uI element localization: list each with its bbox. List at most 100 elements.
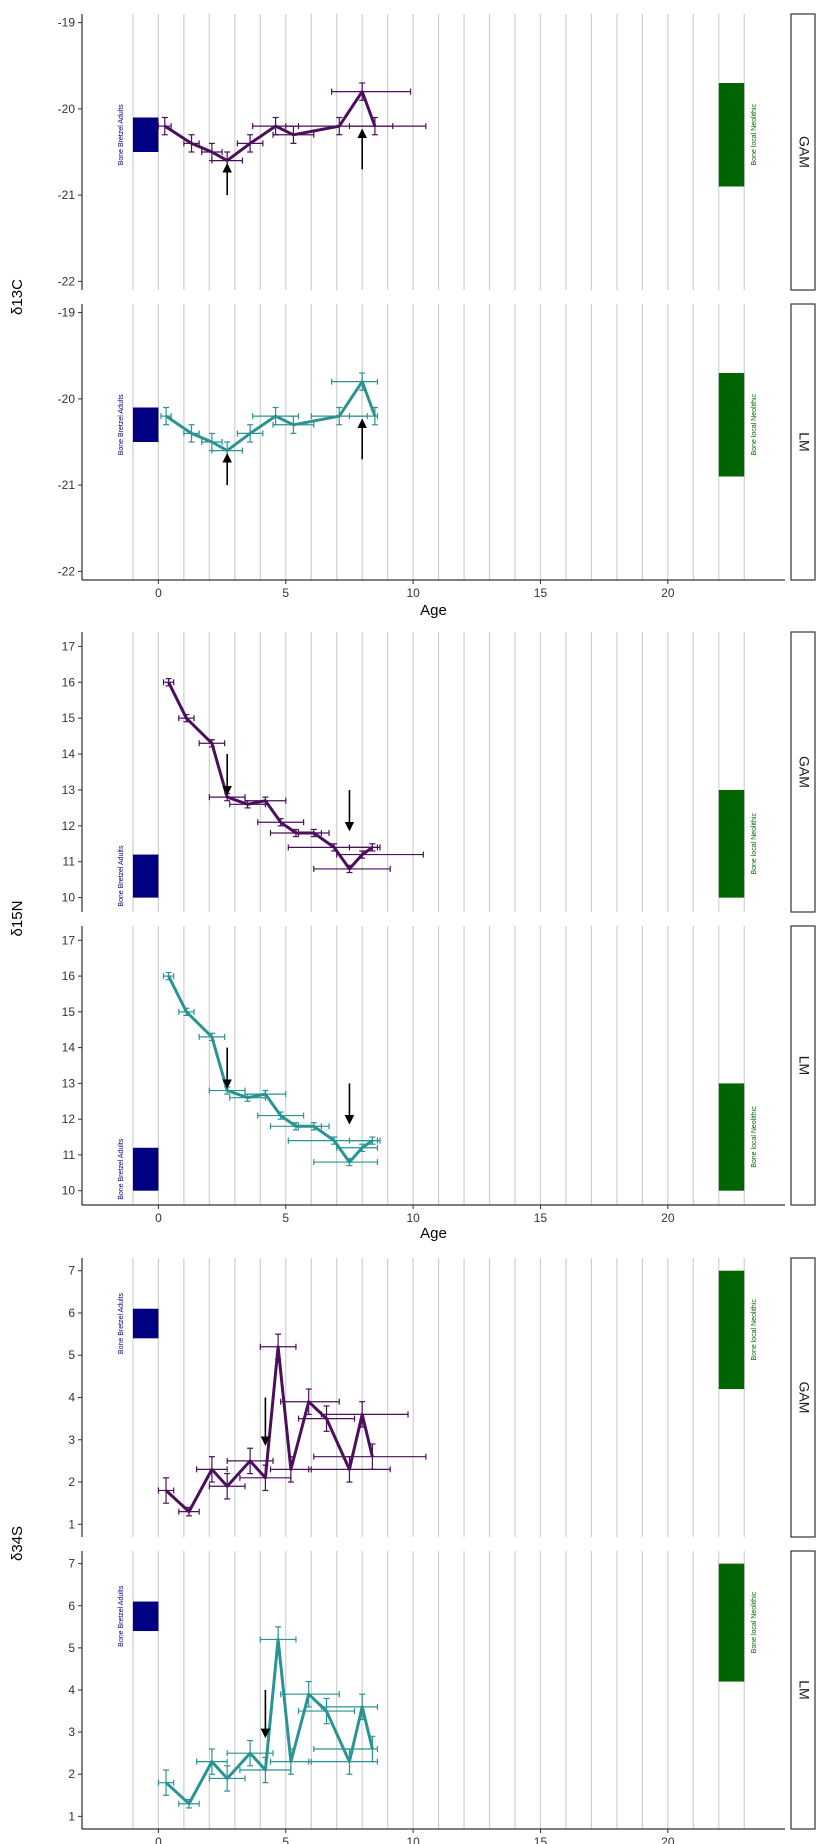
y-tick-label: -21 — [58, 478, 76, 492]
x-tick-label: 10 — [406, 1211, 420, 1225]
ref-bar-local-neolithic — [718, 373, 745, 477]
ref-label-local-neolithic: Bone local Neolithic — [751, 813, 758, 875]
y-tick-label: -20 — [58, 392, 76, 406]
y-axis-title: δ15N — [9, 901, 26, 937]
facet-panel-lm: Bone Bretzel Adults Bone local Neolithic 0… — [68, 1550, 816, 1844]
facet-panel-lm: Bone Bretzel Adults Bone local Neolithic 0… — [58, 303, 816, 600]
y-tick-label: 3 — [68, 1725, 75, 1739]
y-tick-label: -22 — [58, 564, 76, 578]
ref-label-bretzel-adults: Bone Bretzel Adults — [118, 1138, 125, 1200]
facet-strip-label: GAM — [796, 756, 812, 788]
facet-strip-label: LM — [796, 1056, 812, 1075]
ref-label-bretzel-adults: Bone Bretzel Adults — [118, 104, 125, 166]
x-tick-label: 0 — [155, 1211, 162, 1225]
y-tick-label: -20 — [58, 102, 76, 116]
y-tick-label: 4 — [68, 1391, 75, 1405]
x-tick-label: 20 — [661, 1835, 675, 1844]
facet-panel-gam: Bone Bretzel Adults Bone local Neolithic 1… — [62, 631, 816, 913]
ref-label-local-neolithic: Bone local Neolithic — [751, 1106, 758, 1168]
y-tick-label: 16 — [62, 675, 76, 689]
y-tick-label: 17 — [62, 639, 76, 653]
ref-bar-local-neolithic — [718, 1563, 745, 1682]
series-line-gam — [165, 1345, 374, 1514]
y-tick-label: 3 — [68, 1433, 75, 1447]
x-tick-label: 5 — [282, 1835, 289, 1844]
y-tick-label: 6 — [68, 1599, 75, 1613]
facet-panel-gam: Bone Bretzel Adults Bone local Neolithic 1… — [68, 1257, 816, 1538]
y-tick-label: 14 — [62, 1041, 76, 1055]
x-tick-label: 10 — [406, 586, 420, 600]
series-line-lm — [167, 975, 374, 1164]
y-tick-label: -19 — [58, 16, 76, 30]
y-tick-label: 11 — [63, 1148, 76, 1162]
y-axis-title: δ13C — [9, 279, 26, 315]
ref-bar-local-neolithic — [718, 83, 745, 187]
y-tick-label: 11 — [63, 855, 76, 869]
facet-strip-label: LM — [796, 1680, 812, 1699]
chart-group-2: Bone Bretzel Adults Bone local Neolithic 1… — [9, 631, 816, 1242]
y-axis-title: δ34S — [9, 1526, 26, 1561]
y-tick-label: 13 — [62, 783, 76, 797]
y-tick-label: 7 — [68, 1264, 75, 1278]
y-tick-label: 17 — [62, 933, 76, 947]
ref-label-local-neolithic: Bone local Neolithic — [751, 394, 758, 456]
x-axis-title: Age — [420, 1225, 447, 1242]
facet-strip — [790, 631, 816, 913]
facet-panel-gam: Bone Bretzel Adults Bone local Neolithic -… — [58, 13, 816, 291]
y-tick-label: 14 — [62, 747, 76, 761]
series-line-gam — [167, 681, 374, 871]
y-tick-label: 10 — [62, 891, 76, 905]
y-tick-label: 12 — [62, 1112, 76, 1126]
facet-strip-label: GAM — [796, 1382, 812, 1414]
y-tick-label: 15 — [62, 711, 76, 725]
ref-label-bretzel-adults: Bone Bretzel Adults — [118, 845, 125, 907]
y-tick-label: 2 — [68, 1475, 75, 1489]
facet-strip — [790, 1550, 816, 1830]
y-tick-label: 2 — [68, 1767, 75, 1781]
ref-bar-bretzel-adults — [132, 854, 159, 898]
x-tick-label: 0 — [155, 586, 162, 600]
x-tick-label: 15 — [534, 1211, 548, 1225]
ref-bar-bretzel-adults — [132, 1147, 159, 1191]
x-tick-label: 0 — [155, 1835, 162, 1844]
y-tick-label: 4 — [68, 1683, 75, 1697]
ref-bar-local-neolithic — [718, 1270, 745, 1390]
x-tick-label: 20 — [661, 1211, 675, 1225]
x-tick-label: 15 — [534, 586, 548, 600]
series-line-gam — [163, 90, 377, 163]
ref-bar-bretzel-adults — [132, 1308, 159, 1339]
x-tick-label: 5 — [282, 1211, 289, 1225]
y-tick-label: 1 — [68, 1517, 75, 1531]
x-tick-label: 20 — [661, 586, 675, 600]
chart-group-3: Bone Bretzel Adults Bone local Neolithic 1… — [9, 1257, 816, 1844]
ref-label-bretzel-adults: Bone Bretzel Adults — [118, 1292, 125, 1354]
ref-bar-bretzel-adults — [132, 1601, 159, 1632]
ref-label-local-neolithic: Bone local Neolithic — [751, 1591, 758, 1653]
x-tick-label: 15 — [534, 1835, 548, 1844]
ref-label-local-neolithic: Bone local Neolithic — [751, 1299, 758, 1361]
facet-strip — [790, 303, 816, 581]
y-tick-label: 16 — [62, 969, 76, 983]
series-line-lm — [165, 1638, 374, 1806]
facet-strip — [790, 13, 816, 291]
ref-bar-local-neolithic — [718, 1083, 745, 1191]
facet-strip-label: LM — [796, 432, 812, 451]
y-tick-label: 7 — [68, 1557, 75, 1571]
series-line-lm — [165, 380, 377, 453]
chart-group-1: Bone Bretzel Adults Bone local Neolithic -… — [9, 13, 816, 619]
y-tick-label: 13 — [62, 1076, 76, 1090]
y-tick-label: -22 — [58, 274, 76, 288]
y-tick-label: 1 — [68, 1809, 75, 1823]
ref-bar-local-neolithic — [718, 789, 745, 898]
ref-label-local-neolithic: Bone local Neolithic — [751, 104, 758, 166]
y-tick-label: -19 — [58, 306, 76, 320]
x-axis-title: Age — [420, 602, 447, 619]
y-tick-label: 10 — [62, 1184, 76, 1198]
y-tick-label: -21 — [58, 188, 76, 202]
facet-strip — [790, 925, 816, 1206]
ref-bar-bretzel-adults — [132, 117, 159, 152]
ref-label-bretzel-adults: Bone Bretzel Adults — [118, 394, 125, 456]
x-tick-label: 10 — [406, 1835, 420, 1844]
x-tick-label: 5 — [282, 586, 289, 600]
